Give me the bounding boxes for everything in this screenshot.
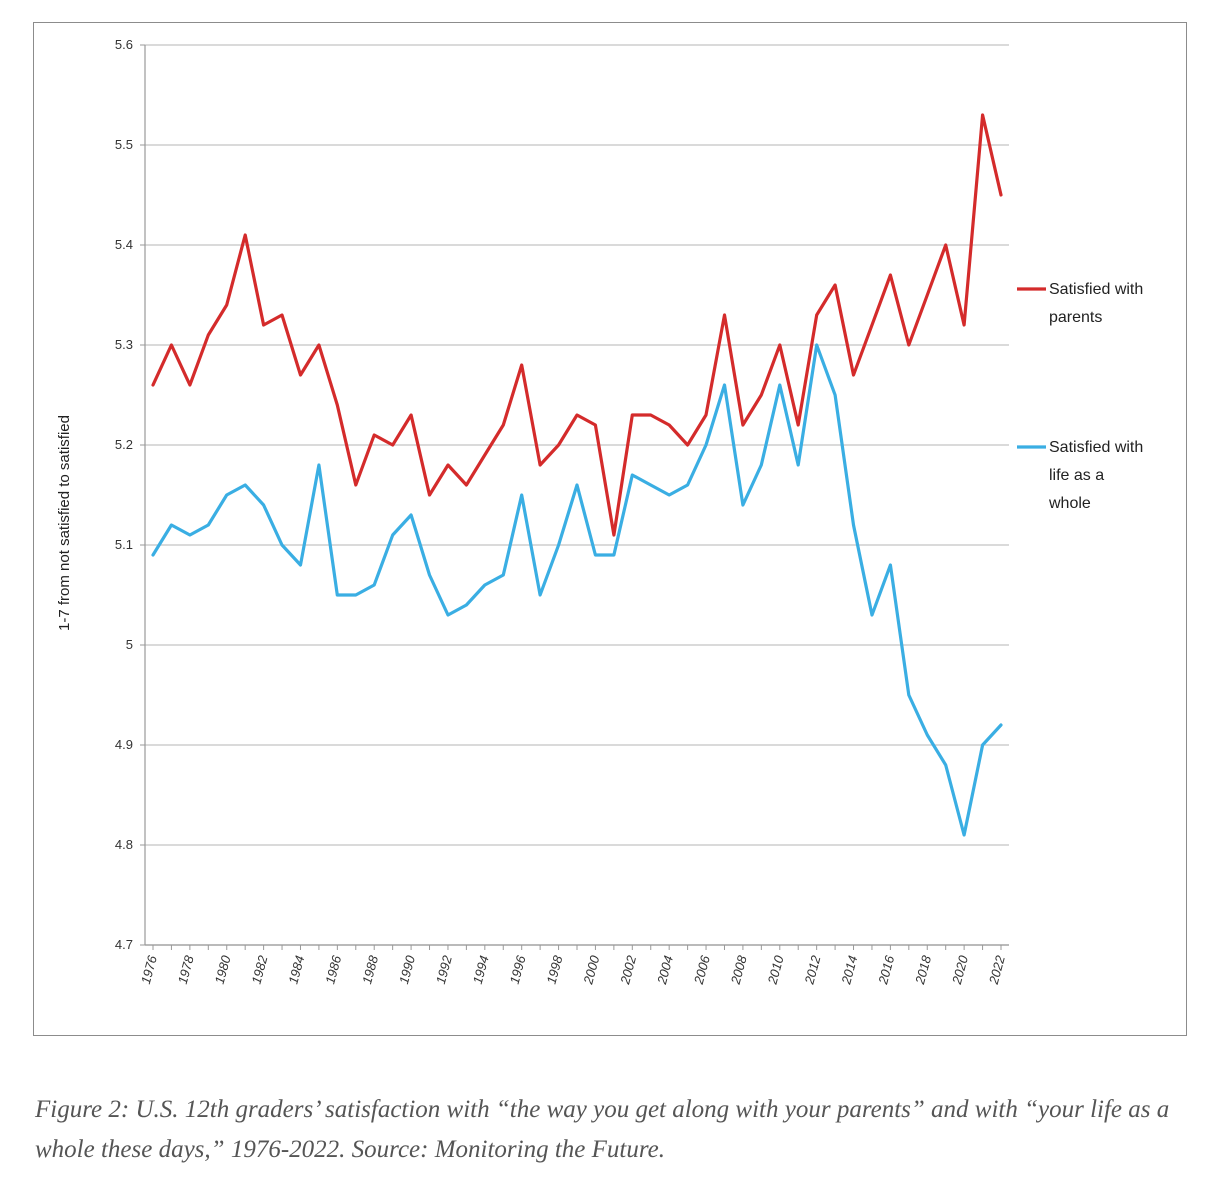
axes [140,44,1009,950]
x-tick-labels: 1976 1978 1980 1982 1984 1986 1988 1990 1992 1994… [138,953,1008,987]
y-axis-title: 1-7 from not satisfied to satisfied [56,415,73,631]
x-tick-label: 2002 [617,953,639,987]
y-tick-label: 4.8 [115,837,133,852]
legend-label: parents [1049,309,1102,326]
x-tick-label: 1996 [507,953,529,986]
y-tick-label: 5.2 [115,437,133,452]
x-tick-label: 1994 [470,954,492,986]
x-tick-label: 1976 [138,953,160,986]
x-tick-label: 1992 [433,953,455,986]
x-tick-label: 1982 [249,953,271,986]
y-tick-label: 5.4 [115,237,133,252]
x-tick-label: 1988 [359,953,381,986]
x-tick-label: 2012 [801,953,823,987]
y-tick-label: 4.7 [115,937,133,952]
x-tick-label: 2000 [580,953,602,987]
x-tick-label: 2010 [764,953,786,987]
figure-caption: Figure 2: U.S. 12th graders’ satisfactio… [35,1096,1170,1163]
y-tick-label: 5 [126,637,133,652]
x-tick-label: 2014 [838,954,860,987]
y-tick-label: 5.5 [115,137,133,152]
x-tick-label: 2022 [986,953,1008,987]
x-tick-label: 2006 [691,953,713,987]
x-tick-label: 1978 [175,953,197,986]
legend-label: whole [1048,495,1091,512]
y-tick-label: 5.6 [115,37,133,52]
series-line-life [151,343,1003,837]
x-tick-label: 1984 [285,954,307,986]
x-tick-label: 2004 [654,954,676,987]
line-chart: 4.7 4.8 4.9 5 5.1 5.2 5.3 5.4 5.5 5.6 1976 1978 198… [56,37,1143,987]
x-tick-label: 2020 [949,953,971,987]
x-tick-label: 2018 [912,953,934,987]
x-tick-label: 1990 [396,953,418,986]
gridlines [145,44,1009,946]
x-tick-label: 1980 [212,953,234,986]
chart-frame: 4.7 4.8 4.9 5 5.1 5.2 5.3 5.4 5.5 5.6 1976 1978 198… [33,22,1187,1036]
x-tick-label: 1986 [322,953,344,986]
y-tick-label: 5.3 [115,337,133,352]
x-tick-label: 2016 [875,953,897,987]
y-tick-labels: 4.7 4.8 4.9 5 5.1 5.2 5.3 5.4 5.5 5.6 [115,37,133,952]
y-tick-label: 5.1 [115,537,133,552]
x-tick-label: 1998 [543,953,565,986]
legend-label: Satisfied with [1049,439,1143,456]
legend-label: life as a [1049,467,1104,484]
x-tick-label: 2008 [728,953,750,987]
legend: Satisfied with parents Satisfied with life … [1017,281,1143,512]
series-lines [151,113,1003,837]
y-tick-label: 4.9 [115,737,133,752]
series-line-parents [151,113,1003,537]
legend-label: Satisfied with [1049,281,1143,298]
